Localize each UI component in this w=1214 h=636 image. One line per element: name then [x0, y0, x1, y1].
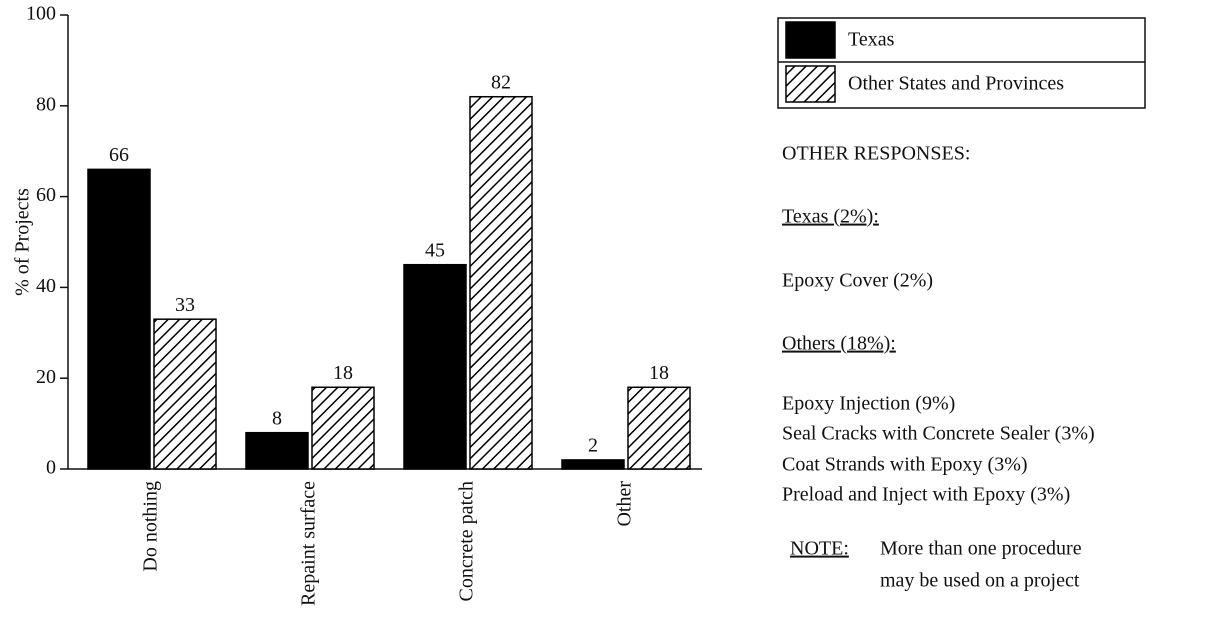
data-label: 18 [649, 362, 669, 384]
bar [311, 386, 375, 470]
legend-label: Other States and Provinces [848, 73, 1064, 95]
bar [403, 263, 467, 470]
data-label: 66 [109, 144, 129, 166]
legend-swatch [785, 65, 836, 103]
annotation: Others (18%): [782, 333, 896, 355]
y-tick-label: 100 [26, 3, 56, 25]
y-tick-label: 60 [36, 184, 56, 206]
annotation: NOTE: [790, 538, 849, 560]
x-tick-label: Do nothing [140, 481, 162, 572]
bar [87, 168, 151, 470]
annotation: More than one procedure [880, 538, 1082, 560]
x-tick-label: Repaint surface [298, 481, 320, 606]
data-label: 45 [425, 239, 445, 261]
data-label: 8 [272, 407, 282, 429]
data-label: 82 [491, 71, 511, 93]
bar [561, 459, 625, 470]
y-axis-label: % of Projects [12, 188, 34, 296]
x-tick-label: Concrete patch [456, 481, 478, 602]
data-label: 18 [333, 362, 353, 384]
bar [627, 386, 691, 470]
bar [469, 95, 533, 470]
annotation: Preload and Inject with Epoxy (3%) [782, 484, 1070, 506]
x-tick-label: Other [614, 481, 636, 527]
legend-box [777, 17, 1146, 109]
bar [245, 431, 309, 470]
annotation: Coat Strands with Epoxy (3%) [782, 454, 1028, 476]
annotation: Texas (2%): [782, 206, 879, 228]
y-tick-label: 0 [46, 457, 56, 479]
annotation: Seal Cracks with Concrete Sealer (3%) [782, 423, 1095, 445]
data-label: 33 [175, 294, 195, 316]
data-label: 2 [588, 435, 598, 457]
annotation: may be used on a project [880, 570, 1080, 592]
bar [153, 318, 217, 470]
legend-swatch [785, 21, 836, 59]
annotation: Epoxy Injection (9%) [782, 393, 955, 415]
annotation: OTHER RESPONSES: [782, 143, 970, 165]
y-tick-label: 40 [36, 275, 56, 297]
y-tick-label: 20 [36, 366, 56, 388]
y-tick-label: 80 [36, 93, 56, 115]
legend-label: Texas [848, 29, 895, 51]
annotation: Epoxy Cover (2%) [782, 270, 933, 292]
